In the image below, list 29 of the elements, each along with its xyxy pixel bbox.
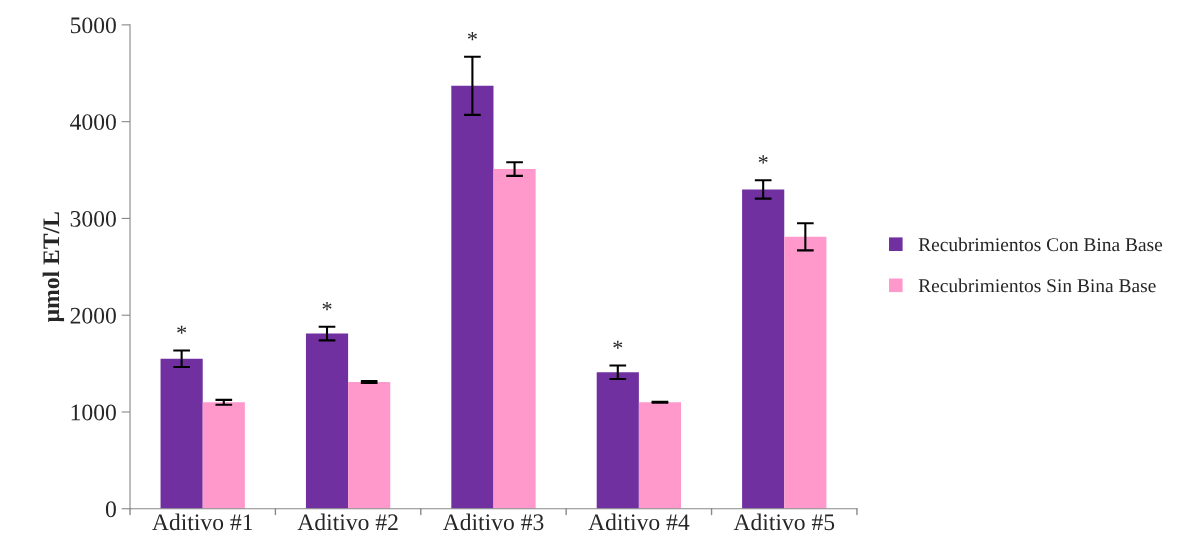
y-tick-label: 1000 bbox=[71, 404, 116, 421]
x-tick-label: Aditivo #5 bbox=[733, 513, 835, 531]
y-tick-label: 3000 bbox=[70, 210, 116, 227]
x-tick-label: Aditivo #1 bbox=[152, 513, 253, 531]
bar bbox=[202, 402, 245, 509]
bar bbox=[596, 372, 639, 509]
bar bbox=[305, 333, 349, 509]
bar bbox=[348, 381, 391, 509]
x-tick-label: Aditivo #4 bbox=[588, 513, 690, 531]
y-tick-label: 2000 bbox=[70, 307, 116, 324]
bar bbox=[638, 402, 682, 509]
annotation: * bbox=[613, 340, 623, 349]
y-axis-title: µmol ET/L bbox=[42, 212, 65, 323]
bar bbox=[160, 358, 203, 509]
bar bbox=[784, 236, 827, 509]
y-tick-label: 0 bbox=[105, 501, 116, 518]
y-tick-label: 4000 bbox=[70, 114, 116, 131]
annotation: * bbox=[467, 31, 477, 41]
legend-label: Recubrimientos Con Bina Base bbox=[918, 237, 1163, 252]
x-tick-label: Aditivo #2 bbox=[297, 513, 398, 531]
x-tick-label: Aditivo #3 bbox=[442, 513, 544, 531]
annotation: * bbox=[758, 155, 768, 164]
bar bbox=[742, 189, 785, 509]
bar bbox=[451, 85, 494, 509]
y-tick-label: 5000 bbox=[70, 17, 116, 34]
legend-label: Recubrimientos Sin Bina Base bbox=[918, 278, 1156, 293]
annotation: * bbox=[177, 325, 187, 334]
bar bbox=[493, 169, 536, 509]
annotation: * bbox=[322, 301, 332, 311]
